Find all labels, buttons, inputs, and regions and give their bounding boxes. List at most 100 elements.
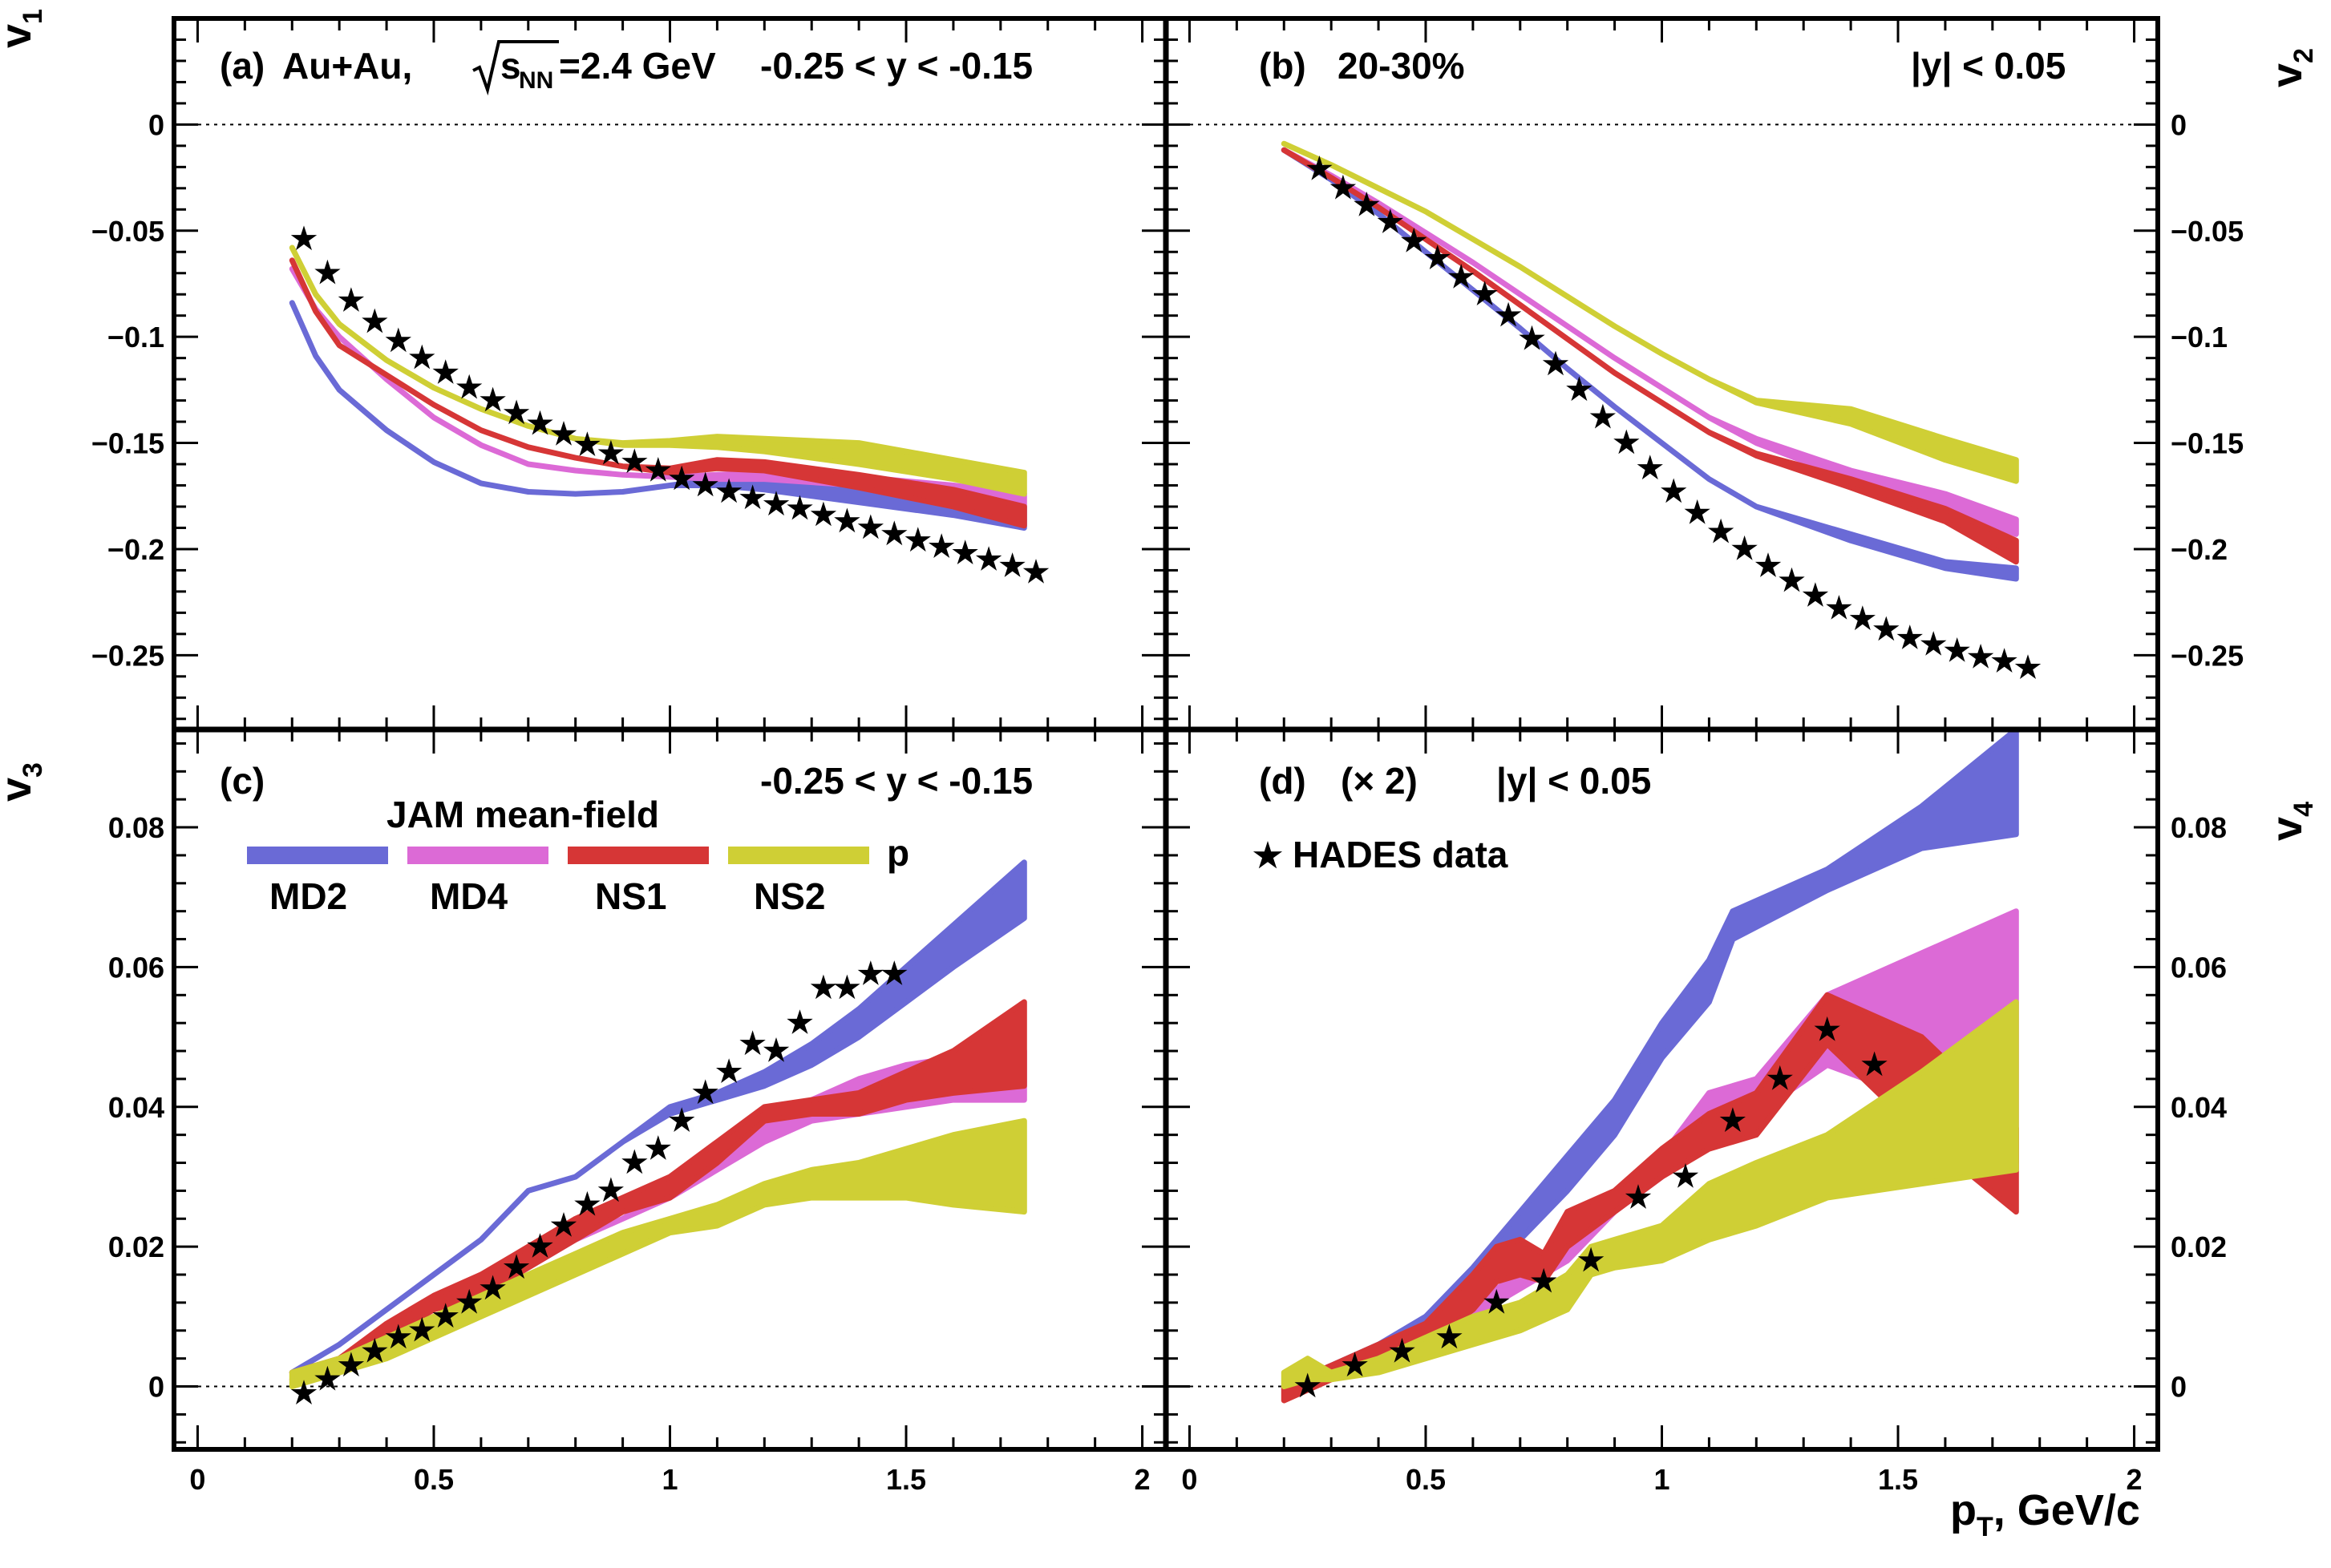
data-point <box>1483 1288 1510 1314</box>
data-point <box>409 1316 435 1342</box>
data-point <box>1022 559 1050 584</box>
band-ns2 <box>289 1117 1027 1389</box>
data-point <box>1625 1184 1652 1209</box>
data-point <box>290 1380 318 1404</box>
legend-label-md4: MD4 <box>430 875 508 917</box>
data-markers <box>1306 156 2042 679</box>
data-point <box>385 1324 411 1349</box>
model-bands <box>1281 140 2019 582</box>
data-point <box>1967 644 1994 669</box>
data-point <box>739 1030 766 1056</box>
data-point <box>527 410 553 435</box>
band-md2 <box>1281 147 2019 582</box>
y-tick-label: −0.2 <box>2171 533 2228 566</box>
band-md4 <box>289 265 1027 510</box>
y-tick-label: 0.06 <box>2171 951 2227 984</box>
data-point <box>362 1337 388 1363</box>
panel-a-rapidity: -0.25 < y < -0.15 <box>760 45 1033 87</box>
data-point <box>763 491 790 516</box>
data-point <box>1424 244 1451 269</box>
y-tick-label: −0.2 <box>107 533 164 566</box>
legend-title: JAM mean-field <box>386 794 659 835</box>
data-point <box>1306 156 1333 180</box>
data-point <box>314 259 341 285</box>
data-point <box>1354 192 1380 216</box>
legend-data-star-icon <box>1253 841 1283 869</box>
x-tick-label: 0.5 <box>414 1463 454 1496</box>
y-tick-label: 0 <box>2171 1371 2187 1404</box>
data-point <box>929 533 955 558</box>
data-point <box>1401 228 1427 253</box>
y-tick-label: −0.15 <box>91 427 164 460</box>
data-point <box>645 1135 671 1160</box>
data-point <box>503 1254 530 1279</box>
sqrt-sign <box>472 40 559 96</box>
data-point <box>574 431 601 456</box>
data-point <box>338 1352 365 1377</box>
x-tick-label: 0 <box>189 1463 205 1496</box>
band-ns1 <box>289 999 1027 1376</box>
data-point <box>692 1079 718 1105</box>
panel-d: 00.020.040.060.08 (d) (× 2) |y| < 0.05 v… <box>1166 729 2319 1449</box>
panel-b: 0 −0.05 −0.1 −0.15 −0.2 −0.25 (b) 20-30% |y| … <box>1166 17 2319 729</box>
data-point <box>645 457 671 482</box>
data-point <box>1294 1372 1321 1398</box>
data-point <box>692 471 718 497</box>
data-point <box>338 287 365 312</box>
data-point <box>669 465 695 491</box>
data-point <box>857 514 884 540</box>
data-point <box>1873 616 1900 641</box>
data-point <box>1342 1352 1368 1377</box>
band-md2 <box>289 859 1027 1376</box>
data-point <box>1861 1051 1888 1077</box>
model-bands <box>289 244 1027 531</box>
data-point <box>432 359 459 384</box>
data-point <box>810 501 837 527</box>
y-tick-label: 0.08 <box>2171 811 2227 844</box>
data-point <box>1991 648 2017 673</box>
panel-a: 0 −0.05 −0.1 −0.15 −0.2 −0.25 (a) Au+Au, s NN… <box>0 9 1166 729</box>
data-point <box>1377 208 1403 233</box>
model-bands <box>289 859 1027 1389</box>
data-point <box>362 308 388 333</box>
axis-ticks: 0 0.02 0.04 0.06 0.08 <box>108 729 1166 1449</box>
data-point <box>1779 567 1805 592</box>
data-point <box>527 1233 553 1258</box>
data-point <box>1766 1065 1793 1090</box>
data-point <box>385 327 411 353</box>
data-point <box>975 546 1002 571</box>
data-point <box>1637 455 1663 480</box>
data-point <box>621 448 648 474</box>
data-point <box>834 507 860 533</box>
panel-c-label: (c) <box>220 760 265 802</box>
data-point <box>1754 552 1782 577</box>
data-point <box>1531 1267 1557 1293</box>
panel-d-label: (d) <box>1259 760 1306 802</box>
data-point <box>621 1149 648 1174</box>
data-point <box>574 1190 601 1216</box>
panel-a-system: Au+Au, <box>282 45 412 87</box>
axis-ticks: 0 −0.05 −0.1 −0.15 −0.2 −0.25 <box>1166 17 2244 729</box>
data-point <box>1436 1324 1463 1349</box>
data-point <box>1708 518 1734 544</box>
y-tick-label: 0.04 <box>2171 1091 2227 1124</box>
data-point <box>1329 174 1357 200</box>
panel-c: 00.020.040.060.08 (c) -0.25 < y < -0.15 … <box>0 729 1166 1449</box>
data-point <box>2014 654 2042 679</box>
band-md4 <box>1281 147 2019 537</box>
data-point <box>1542 350 1569 376</box>
data-point <box>480 1275 506 1300</box>
legend-particle: p <box>887 832 909 874</box>
y-tick-label: 0.06 <box>108 951 164 984</box>
data-point <box>1578 1247 1605 1272</box>
band-ns1 <box>289 257 1027 529</box>
y-tick-label: 0.02 <box>108 1231 164 1263</box>
data-point <box>810 974 837 1000</box>
band-ns2 <box>1281 140 2019 484</box>
ylabel-v2: v2 <box>2263 48 2319 87</box>
data-point <box>1802 582 1829 607</box>
data-point <box>1684 499 1710 524</box>
data-point <box>834 974 860 1000</box>
data-point <box>1519 325 1545 350</box>
